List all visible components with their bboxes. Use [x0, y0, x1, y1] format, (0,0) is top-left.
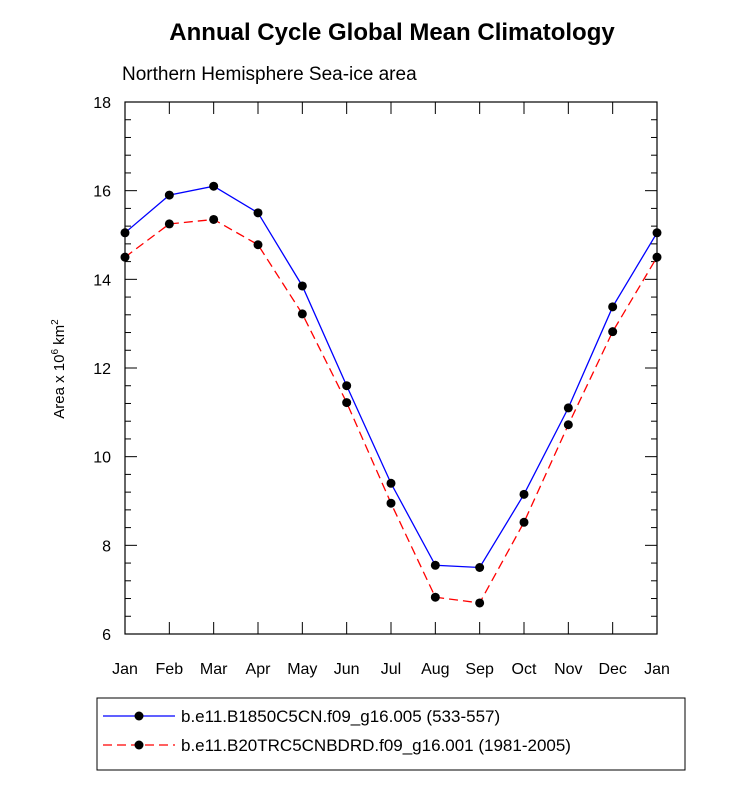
- x-tick-label: Jul: [381, 661, 401, 678]
- series-2: [120, 214, 662, 608]
- data-point: [342, 381, 352, 391]
- y-tick-label: 6: [102, 627, 111, 644]
- data-point: [430, 560, 440, 570]
- y-tick-label: 18: [93, 95, 111, 112]
- series-line: [124, 218, 658, 604]
- data-point: [164, 219, 174, 229]
- data-point: [475, 563, 485, 572]
- data-point: [164, 190, 174, 200]
- legend-item: b.e11.B1850C5CN.f09_g16.005 (533-557): [103, 707, 500, 726]
- data-point: [297, 309, 307, 319]
- y-axis-label-text: Area x 10: [51, 355, 68, 419]
- legend-label: b.e11.B1850C5CN.f09_g16.005 (533-557): [181, 707, 500, 726]
- x-tick-label: Aug: [421, 661, 449, 678]
- data-point: [297, 281, 307, 291]
- y-axis-label: Area x 106 km2: [50, 319, 68, 419]
- legend-marker: [134, 740, 144, 750]
- axis-ticks: Jan Feb Mar Apr May Jun Jul Aug Sep Oct Nov Dec Jan6…: [93, 95, 670, 678]
- data-point: [475, 598, 485, 608]
- y-axis-label-unit: km: [51, 325, 68, 349]
- data-point: [120, 228, 130, 238]
- data-point: [563, 420, 573, 430]
- legend-marker: [134, 711, 144, 721]
- data-point: [519, 517, 529, 527]
- chart-title: Annual Cycle Global Mean Climatology: [169, 19, 615, 46]
- data-point: [209, 214, 219, 224]
- legend: b.e11.B1850C5CN.f09_g16.005 (533-557) b.e…: [96, 697, 686, 771]
- data-point: [608, 302, 618, 312]
- y-tick-label: 12: [93, 361, 111, 378]
- x-tick-label: Oct: [512, 661, 537, 678]
- data-point: [519, 489, 529, 499]
- y-tick-label: 14: [93, 272, 111, 289]
- y-axis-label-exponent: 6: [50, 349, 61, 355]
- svg-text:Area x 106 km2: Area x 106 km2: [50, 319, 68, 419]
- data-point: [120, 252, 130, 262]
- data-point: [386, 498, 396, 508]
- x-tick-label: Jan: [112, 661, 138, 678]
- data-point: [386, 478, 396, 488]
- data-point: [430, 592, 440, 602]
- y-tick-label: 10: [93, 450, 111, 467]
- x-tick-label: Sep: [465, 661, 494, 678]
- data-point: [342, 398, 352, 408]
- y-tick-label: 8: [102, 538, 111, 555]
- data-point: [563, 403, 573, 413]
- legend-label: b.e11.B20TRC5CNBDRD.f09_g16.001 (1981-20…: [181, 736, 571, 755]
- y-tick-label: 16: [93, 184, 111, 201]
- x-tick-label: Jun: [334, 661, 360, 678]
- data-point: [253, 208, 263, 218]
- plot-frame: [124, 101, 658, 635]
- x-tick-label: Feb: [156, 661, 184, 678]
- chart-subtitle: Northern Hemisphere Sea-ice area: [122, 64, 417, 85]
- x-tick-label: Jan: [644, 661, 670, 678]
- x-tick-label: May: [287, 661, 317, 678]
- legend-box: [96, 697, 686, 771]
- legend-item: b.e11.B20TRC5CNBDRD.f09_g16.001 (1981-20…: [103, 736, 571, 755]
- x-tick-label: Dec: [598, 661, 626, 678]
- x-tick-label: Mar: [200, 661, 228, 678]
- data-point: [652, 252, 662, 262]
- data-point: [209, 181, 219, 191]
- x-tick-label: Apr: [246, 661, 272, 678]
- data-point: [608, 327, 618, 337]
- y-axis-label-unit-exponent: 2: [50, 319, 61, 325]
- x-tick-label: Nov: [554, 661, 582, 678]
- data-point: [652, 228, 662, 238]
- series-line: [124, 185, 658, 569]
- series-1: [120, 181, 662, 572]
- data-point: [253, 240, 263, 250]
- series-layer: [120, 181, 662, 608]
